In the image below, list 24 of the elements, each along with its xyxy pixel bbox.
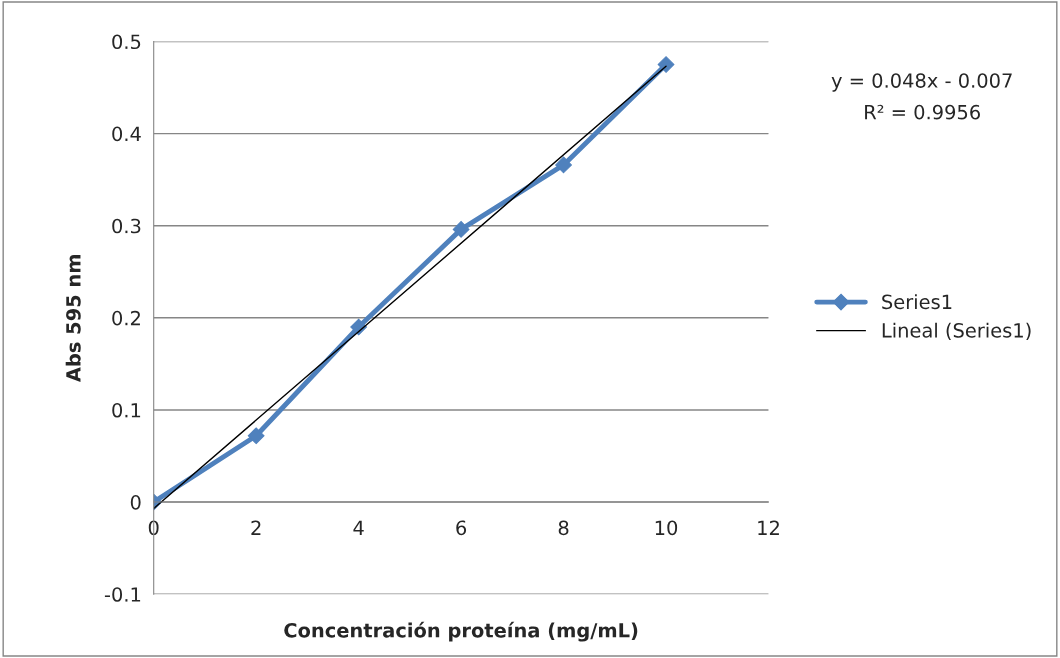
y-tick-label: 0.4 <box>112 126 141 142</box>
y-tick-label: 0.5 <box>112 34 141 50</box>
point <box>452 221 470 238</box>
x-tick-label: 4 <box>353 520 364 535</box>
x-tick-label: 6 <box>456 520 467 536</box>
x-axis-title: Concentración proteína (mg/mL) <box>284 621 638 642</box>
point <box>247 427 265 445</box>
point <box>555 156 572 174</box>
y-tick-label: 0.1 <box>112 402 141 418</box>
x-tick-label: 0 <box>148 520 159 536</box>
legend-label: Lineal (Series1) <box>882 322 1031 341</box>
y-tick-label: 0.3 <box>112 218 141 234</box>
y-tick-label: 0.2 <box>112 310 140 326</box>
text: y = 0.048x - 0.007 <box>831 73 1012 92</box>
y-tick-label: -0.1 <box>104 587 141 602</box>
point <box>657 56 675 73</box>
y-tick-label: 0 <box>130 495 141 510</box>
x-tick-label: 8 <box>558 520 569 536</box>
y-axis-title: Abs 595 nm <box>65 254 81 383</box>
x-tick-label: 2 <box>251 520 261 535</box>
x-tick-label: 10 <box>655 520 678 536</box>
legend-label: Series1 <box>882 294 952 310</box>
text: R² = 0.9956 <box>865 104 980 120</box>
x-tick-label: 12 <box>758 520 779 535</box>
